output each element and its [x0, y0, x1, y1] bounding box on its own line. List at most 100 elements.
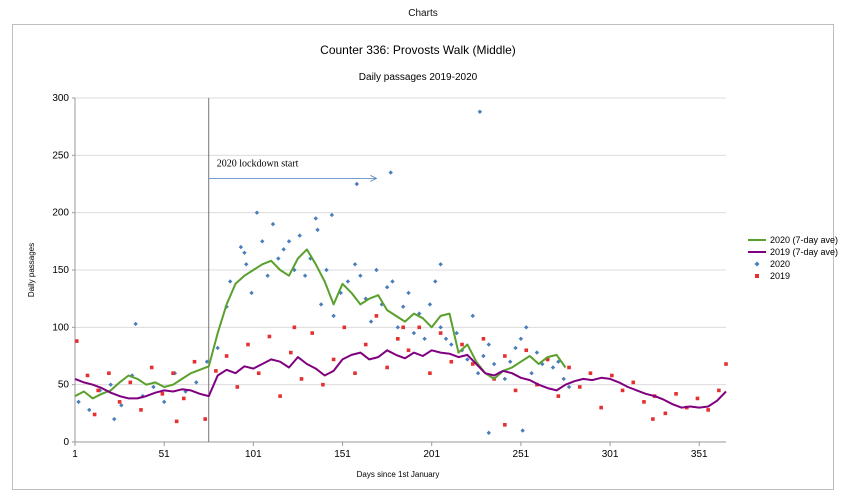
- data-point-2020: [281, 247, 286, 252]
- y-tick-label: 250: [52, 150, 69, 161]
- data-point-2019: [342, 325, 347, 330]
- window-title: Charts: [408, 8, 438, 19]
- data-point-2019: [651, 417, 655, 421]
- legend-item: 2020 (7-day ave): [748, 235, 838, 245]
- data-point-2019: [631, 380, 636, 385]
- data-point-2020: [491, 361, 497, 367]
- data-point-2020: [112, 416, 117, 422]
- data-point-2019: [401, 325, 405, 330]
- data-point-2019: [567, 365, 571, 370]
- data-point-2020: [108, 382, 113, 387]
- data-point-2019: [396, 337, 400, 341]
- x-tick-label: 201: [423, 449, 440, 460]
- data-point-2019: [545, 357, 550, 362]
- data-point-2020: [329, 212, 335, 218]
- data-point-2020: [481, 353, 486, 359]
- data-point-2020: [443, 336, 449, 341]
- data-point-2020: [227, 279, 233, 284]
- x-tick-label: 151: [334, 449, 351, 460]
- data-point-2020: [477, 109, 483, 114]
- data-point-2020: [486, 342, 491, 347]
- data-point-2020: [297, 233, 302, 238]
- data-point-2020: [260, 239, 265, 244]
- data-point-2020: [270, 221, 276, 227]
- chart-title: Counter 336: Provosts Walk (Middle): [320, 43, 516, 57]
- data-point-2019: [160, 392, 165, 396]
- data-point-2019: [417, 325, 422, 330]
- chart-subtitle: Daily passages 2019-2020: [359, 72, 478, 83]
- legend-swatch: [755, 274, 759, 278]
- data-point-2020: [550, 365, 556, 370]
- data-lines: [74, 248, 727, 409]
- data-point-2020: [384, 285, 390, 290]
- data-point-2020: [449, 342, 454, 347]
- data-point-2019: [428, 371, 432, 375]
- data-point-2019: [192, 359, 197, 364]
- data-point-2020: [204, 359, 210, 364]
- data-point-2019: [292, 325, 297, 330]
- data-point-2019: [374, 314, 379, 318]
- data-point-2020: [486, 430, 491, 436]
- legend-label: 2020: [770, 259, 790, 269]
- data-point-2020: [345, 279, 351, 284]
- data-point-2019: [331, 357, 336, 362]
- data-point-2019: [139, 408, 143, 412]
- data-point-2020: [411, 330, 417, 336]
- data-point-2019: [610, 373, 614, 378]
- data-point-2020: [354, 181, 360, 187]
- x-tick-label: 301: [602, 449, 619, 460]
- data-point-2019: [321, 382, 325, 387]
- data-point-2020: [518, 336, 524, 341]
- data-point-2020: [390, 279, 395, 284]
- data-point-2020: [507, 359, 513, 364]
- data-point-2019: [92, 412, 97, 417]
- data-point-2020: [276, 256, 281, 261]
- data-point-2020: [119, 403, 124, 408]
- data-point-2019: [717, 388, 721, 393]
- data-point-2020: [513, 345, 518, 351]
- data-point-2020: [151, 384, 156, 390]
- data-point-2019: [577, 385, 582, 389]
- y-tick-label: 300: [52, 93, 69, 104]
- data-point-2020: [454, 330, 459, 336]
- data-point-2019: [353, 371, 357, 375]
- data-point-2020: [242, 250, 247, 255]
- data-point-2020: [76, 399, 81, 405]
- data-point-2019: [289, 350, 293, 355]
- data-point-2019: [363, 342, 368, 347]
- data-point-2019: [149, 365, 154, 370]
- data-point-2020: [352, 262, 358, 267]
- data-point-2020: [427, 302, 433, 307]
- chart-frame: [12, 24, 834, 490]
- data-point-2020: [302, 273, 308, 278]
- data-point-2020: [324, 267, 329, 273]
- data-point-2019: [695, 396, 700, 401]
- data-markers: [74, 109, 728, 436]
- data-point-2019: [246, 342, 250, 347]
- data-point-2019: [267, 334, 272, 339]
- data-point-2019: [588, 371, 593, 375]
- y-tick-label: 0: [63, 437, 69, 448]
- data-point-2020: [475, 371, 481, 376]
- data-point-2019: [174, 419, 179, 424]
- data-point-2019: [438, 331, 443, 335]
- x-tick-label: 1: [72, 449, 78, 460]
- series-line-2020-7-day-ave-: [74, 248, 567, 400]
- data-point-2019: [385, 365, 389, 370]
- y-tick-label: 100: [52, 322, 69, 333]
- legend-item: 2020: [754, 259, 790, 269]
- data-point-2020: [520, 428, 525, 433]
- legend-item: 2019 (7-day ave): [748, 247, 838, 257]
- x-axis-label: Days since 1st January: [357, 470, 440, 479]
- data-point-2020: [465, 357, 470, 362]
- x-tick-label: 251: [513, 449, 530, 460]
- data-point-2019: [299, 377, 304, 381]
- data-point-2019: [85, 373, 90, 378]
- data-point-2019: [214, 369, 218, 373]
- legend-label: 2019: [770, 271, 790, 281]
- data-point-2020: [540, 361, 545, 367]
- data-point-2020: [318, 302, 324, 307]
- data-point-2019: [674, 392, 678, 396]
